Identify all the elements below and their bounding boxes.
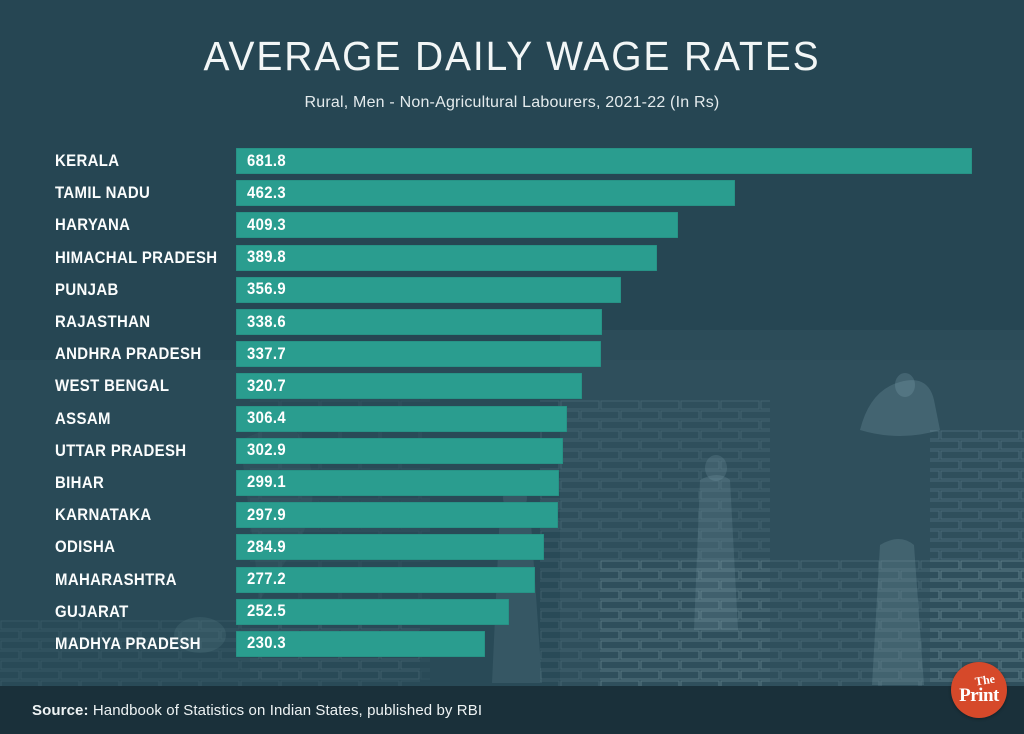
bar-value-label: 462.3 bbox=[247, 183, 286, 202]
bar-track: 462.3 bbox=[236, 180, 972, 207]
bar: 277.2 bbox=[236, 566, 536, 593]
bar-track: 299.1 bbox=[236, 469, 972, 496]
chart-title: AVERAGE DAILY WAGE RATES bbox=[203, 33, 821, 79]
bar: 681.8 bbox=[236, 148, 972, 175]
bar-track: 338.6 bbox=[236, 309, 972, 336]
bar: 306.4 bbox=[236, 405, 567, 432]
bar-value-label: 297.9 bbox=[247, 505, 286, 524]
bar-chart: KERALA 681.8 TAMIL NADU 462.3 HARYANA 40… bbox=[55, 145, 972, 660]
state-label: HIMACHAL PRADESH bbox=[55, 247, 218, 267]
bar-track: 306.4 bbox=[236, 405, 972, 432]
bar-row: MAHARASHTRA 277.2 bbox=[55, 563, 972, 595]
bar: 462.3 bbox=[236, 180, 736, 207]
state-label: ANDHRA PRADESH bbox=[55, 344, 202, 364]
bar: 320.7 bbox=[236, 373, 583, 400]
state-label: PUNJAB bbox=[55, 279, 119, 299]
bar-track: 302.9 bbox=[236, 437, 972, 464]
bar-row: KARNATAKA 297.9 bbox=[55, 499, 972, 531]
state-label: ASSAM bbox=[55, 408, 111, 428]
bar: 338.6 bbox=[236, 309, 602, 336]
state-label: UTTAR PRADESH bbox=[55, 440, 187, 460]
bar-track: 409.3 bbox=[236, 212, 972, 239]
bar-row: TAMIL NADU 462.3 bbox=[55, 177, 972, 209]
source-label: Source: bbox=[32, 701, 89, 719]
bar-value-label: 302.9 bbox=[247, 441, 286, 460]
bar-row: ANDHRA PRADESH 337.7 bbox=[55, 338, 972, 370]
theprint-logo-print: Print bbox=[959, 684, 999, 706]
bar-row: ODISHA 284.9 bbox=[55, 531, 972, 563]
bar-value-label: 299.1 bbox=[247, 473, 286, 492]
source-text: Handbook of Statistics on Indian States,… bbox=[88, 701, 483, 719]
bar-value-label: 681.8 bbox=[247, 151, 286, 170]
bar-row: MADHYA PRADESH 230.3 bbox=[55, 628, 972, 660]
bar-value-label: 230.3 bbox=[247, 634, 286, 653]
bar-value-label: 338.6 bbox=[247, 312, 286, 331]
bar-track: 284.9 bbox=[236, 534, 972, 561]
bar-value-label: 306.4 bbox=[247, 409, 286, 428]
bar: 299.1 bbox=[236, 469, 559, 496]
bar-value-label: 356.9 bbox=[247, 280, 286, 299]
bar-value-label: 284.9 bbox=[247, 537, 286, 556]
bar-value-label: 337.7 bbox=[247, 344, 286, 363]
state-label: WEST BENGAL bbox=[55, 376, 170, 396]
bar: 409.3 bbox=[236, 212, 678, 239]
state-label: HARYANA bbox=[55, 215, 131, 235]
state-label: BIHAR bbox=[55, 472, 105, 492]
bar: 356.9 bbox=[236, 276, 622, 303]
bar-row: ASSAM 306.4 bbox=[55, 403, 972, 435]
bar-track: 277.2 bbox=[236, 566, 972, 593]
state-label: GUJARAT bbox=[55, 601, 129, 621]
bar: 337.7 bbox=[236, 341, 601, 368]
chart-subtitle: Rural, Men - Non-Agricultural Labourers,… bbox=[304, 94, 720, 111]
bar-track: 337.7 bbox=[236, 341, 972, 368]
source-footer: Source: Handbook of Statistics on Indian… bbox=[0, 686, 1024, 734]
bar-value-label: 277.2 bbox=[247, 570, 286, 589]
source-line: Source: Handbook of Statistics on Indian… bbox=[32, 702, 482, 719]
bar-row: HARYANA 409.3 bbox=[55, 209, 972, 241]
bar-track: 389.8 bbox=[236, 244, 972, 271]
bar-row: RAJASTHAN 338.6 bbox=[55, 306, 972, 338]
bar-row: GUJARAT 252.5 bbox=[55, 596, 972, 628]
state-label: MAHARASHTRA bbox=[55, 569, 177, 589]
bar: 389.8 bbox=[236, 244, 657, 271]
bar-track: 320.7 bbox=[236, 373, 972, 400]
bar: 252.5 bbox=[236, 598, 509, 625]
bar-row: UTTAR PRADESH 302.9 bbox=[55, 435, 972, 467]
bar-value-label: 252.5 bbox=[247, 602, 286, 621]
bar-value-label: 409.3 bbox=[247, 215, 286, 234]
bar-row: BIHAR 299.1 bbox=[55, 467, 972, 499]
bar-track: 681.8 bbox=[236, 148, 972, 175]
bar-track: 230.3 bbox=[236, 630, 972, 657]
bar-value-label: 389.8 bbox=[247, 248, 286, 267]
state-label: TAMIL NADU bbox=[55, 183, 151, 203]
bar-row: PUNJAB 356.9 bbox=[55, 274, 972, 306]
theprint-logo-the: The bbox=[973, 671, 996, 689]
bar: 230.3 bbox=[236, 630, 485, 657]
bar-row: HIMACHAL PRADESH 389.8 bbox=[55, 242, 972, 274]
theprint-logo: The Print bbox=[951, 662, 1007, 718]
bar: 297.9 bbox=[236, 502, 558, 529]
bar-track: 252.5 bbox=[236, 598, 972, 625]
bar-row: WEST BENGAL 320.7 bbox=[55, 370, 972, 402]
bar-track: 297.9 bbox=[236, 502, 972, 529]
chart-header: AVERAGE DAILY WAGE RATES Rural, Men - No… bbox=[0, 0, 1024, 112]
bar-row: KERALA 681.8 bbox=[55, 145, 972, 177]
state-label: ODISHA bbox=[55, 537, 116, 557]
bar: 284.9 bbox=[236, 534, 544, 561]
state-label: KARNATAKA bbox=[55, 505, 152, 525]
state-label: RAJASTHAN bbox=[55, 312, 151, 332]
bar-value-label: 320.7 bbox=[247, 376, 286, 395]
state-label: MADHYA PRADESH bbox=[55, 633, 201, 653]
bar-track: 356.9 bbox=[236, 276, 972, 303]
bar: 302.9 bbox=[236, 437, 563, 464]
state-label: KERALA bbox=[55, 151, 120, 171]
